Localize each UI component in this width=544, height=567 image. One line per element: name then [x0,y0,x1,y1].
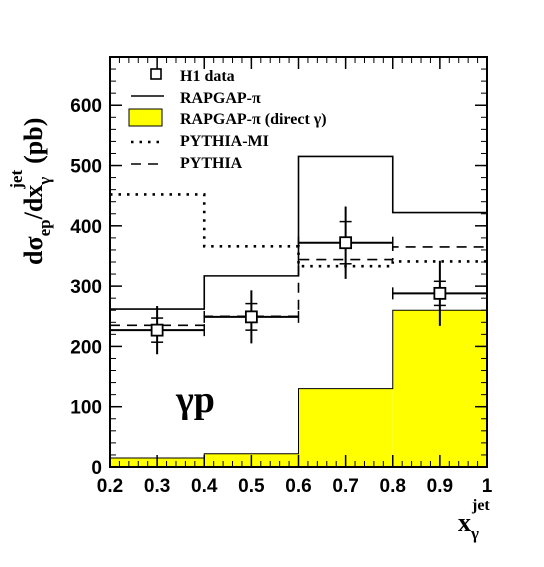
legend-label-pythia-mi: PYTHIA-MI [180,133,269,150]
axis-ticks-layer: 0.2 0.3 0.4 0.5 0.6 0.7 0.8 0.9 1 0 100 200 300 400 50… [70,56,493,497]
x-title-main: x [458,508,471,537]
direct-gamma-bar-4 [392,310,487,467]
direct-gamma-fill-layer [110,309,487,467]
legend-marker-h1-data [150,68,162,80]
y-title-sub1: ep [35,219,54,236]
histogram-lines-layer [110,155,487,327]
y-title-sup: jet [7,170,26,190]
x-axis-title: xγ [458,508,479,543]
y-tick-label: 200 [70,337,102,358]
x-tick-label: 0.6 [285,476,311,497]
h1-data-points-layer [109,206,488,355]
legend-swatch-direct [128,108,163,127]
y-tick-label: 300 [70,277,102,298]
data-marker [150,323,164,337]
hist-line-dashed [110,246,487,327]
legend-label-pythia: PYTHIA [180,155,243,172]
legend-label-h1-data: H1 data [180,68,235,85]
x-tick-label: 0.4 [191,476,218,497]
y-title-main: dσ [19,236,48,265]
x-tick-label: 0.9 [427,476,453,497]
y-tick-label: 0 [91,458,102,479]
x-tick-label: 1 [482,476,493,497]
hist-line-solid [110,155,487,310]
x-tick-label: 0.7 [332,476,358,497]
x-tick-label: 0.3 [144,476,170,497]
data-marker [433,286,447,300]
x-tick-label: 0.5 [238,476,265,497]
data-point-2 [203,290,300,344]
data-marker [244,310,258,324]
gamma-p-annotation: γp [175,379,215,421]
x-axis-title-sup: jet [471,497,490,514]
y-axis-title: dσep/dxγjet (pb) [7,118,54,265]
x-tick-label: 0.8 [380,476,406,497]
data-point-1 [109,306,205,355]
y-tick-label: 600 [70,96,102,117]
x-tick-label: 0.2 [97,476,123,497]
y-title-unit: (pb) [19,118,48,164]
legend: H1 data RAPGAP-π RAPGAP-π (direct γ) PYT… [128,68,327,172]
data-point-3 [297,206,394,279]
x-title-sub: γ [470,524,479,543]
y-tick-label: 100 [70,398,102,419]
hist-line-dotted [110,193,487,268]
data-marker [339,236,353,250]
y-title-mid: /dx [19,185,48,221]
y-tick-label: 500 [70,157,102,178]
legend-label-rapgap: RAPGAP-π [180,90,261,107]
y-tick-label: 400 [70,217,102,238]
legend-label-direct: RAPGAP-π (direct γ) [180,111,327,128]
y-title-sub2: γ [35,177,54,186]
direct-gamma-bar-3 [298,388,393,467]
